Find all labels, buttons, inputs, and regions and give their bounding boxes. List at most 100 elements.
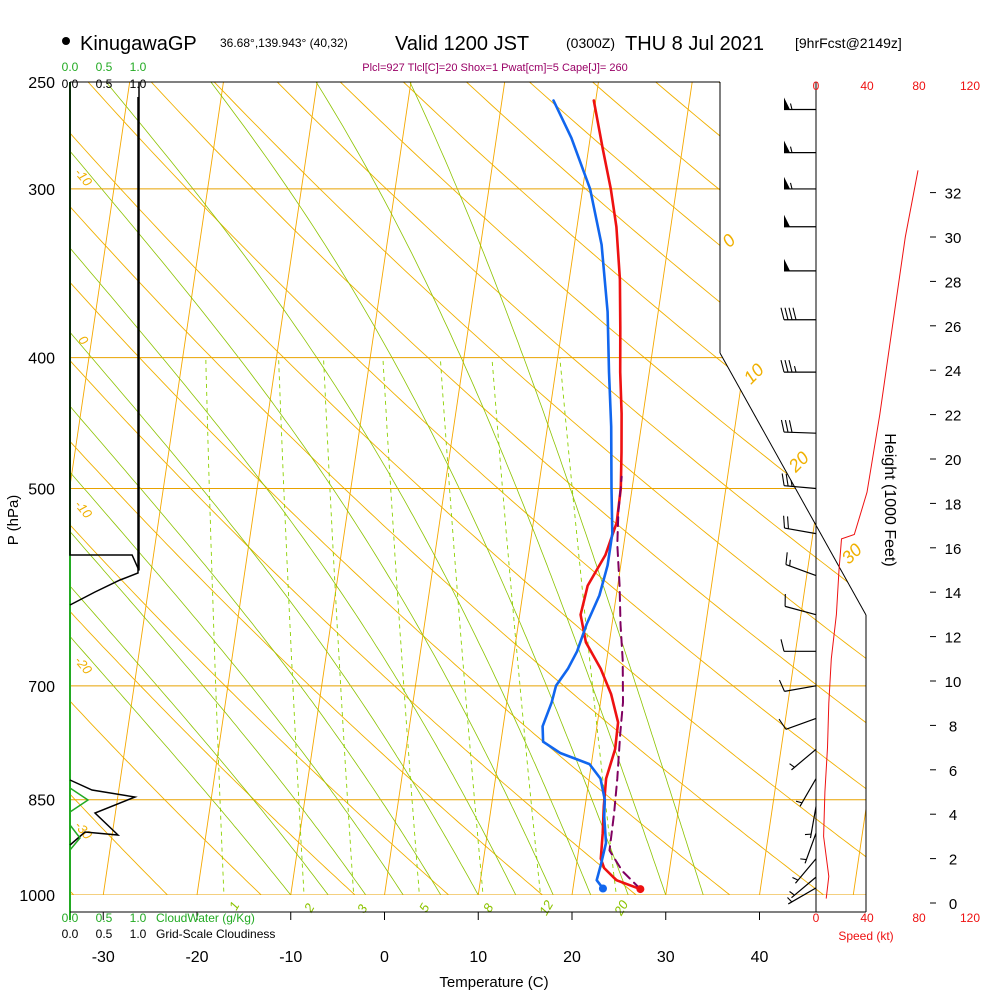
cloudiness-bottom-tick: 0.0 — [62, 927, 79, 941]
wind-barb-half — [795, 800, 803, 804]
wind-barb — [787, 887, 817, 905]
height-tick-label: 18 — [945, 496, 962, 513]
dry-adiabat-line — [70, 82, 672, 895]
isotherm-line — [379, 82, 509, 895]
wind-barb-full — [783, 515, 786, 529]
wind-barb-pennant — [784, 176, 790, 189]
cloudiness-top-tick: 1.0 — [130, 77, 147, 91]
wind-barb-full — [785, 473, 789, 487]
dry-adiabat-line — [378, 82, 866, 895]
mixing-ratio-line — [559, 357, 621, 895]
wind-barb — [784, 176, 816, 190]
cloud-water-bottom-tick: 1.0 — [130, 911, 147, 925]
wind-barb-pennant — [784, 97, 790, 110]
cloud-water-top-tick: 1.0 — [130, 60, 147, 74]
moist-adiabat-line — [398, 82, 713, 895]
forecast-run: [9hrFcst@2149z] — [795, 35, 902, 51]
temperature-profile-line — [579, 99, 642, 891]
wind-barb — [792, 858, 817, 884]
dry-adiabat-line — [70, 82, 866, 895]
wind-barb-staff — [809, 806, 817, 839]
wind-barb-half — [787, 897, 793, 903]
wind-barb — [780, 639, 816, 652]
dry-adiabat-line — [70, 82, 577, 895]
x-tick-label: 0 — [380, 949, 389, 966]
wind-barb-staff — [799, 778, 817, 807]
dry-adiabat-line — [70, 82, 767, 895]
wind-barb — [784, 214, 816, 228]
moist-adiabat-line — [70, 82, 495, 895]
wind-barb-full — [784, 307, 789, 320]
height-tick-label: 6 — [949, 763, 957, 780]
station-name: KinugawaGP — [80, 33, 197, 55]
utc-time: (0300Z) — [566, 35, 615, 51]
y-tick-label: 700 — [28, 679, 55, 696]
wind-barb-staff — [783, 431, 817, 434]
wind-barb-staff — [791, 748, 817, 771]
station-dot-icon — [62, 37, 70, 45]
moist-adiabat-line — [70, 82, 567, 895]
wind-barb-full — [787, 516, 789, 529]
cloud-water-top-tick: 0.0 — [62, 60, 79, 74]
isotherm-line — [98, 82, 228, 895]
height-tick-label: 20 — [945, 452, 962, 469]
wind-barb-staff — [794, 858, 817, 884]
x-tick-label: 40 — [751, 949, 769, 966]
isotherm-line — [567, 82, 697, 895]
surface-dewpoint-marker — [598, 884, 607, 893]
wind-barb-full — [788, 420, 793, 433]
wind-barb-pennant — [784, 140, 790, 153]
moist-adiabat-line — [300, 82, 676, 895]
y-axis-label: P (hPa) — [5, 495, 22, 546]
dry-adiabat-line — [70, 82, 862, 895]
wind-barb-full — [780, 419, 785, 433]
wind-barb-full — [781, 473, 785, 486]
height-tick-label: 8 — [949, 718, 957, 735]
speed-bottom-tick: 40 — [860, 911, 874, 925]
y-tick-label: 1000 — [19, 888, 55, 905]
wind-panel-boundary-line — [719, 352, 867, 616]
wind-barb-full — [788, 307, 793, 320]
wind-barb-half — [789, 559, 791, 567]
isotherm-line — [70, 82, 134, 895]
cloudiness-lower-line — [69, 779, 138, 846]
height-tick-label: 26 — [945, 319, 962, 336]
wind-barb-half — [789, 103, 793, 110]
wind-barb-full — [780, 359, 785, 373]
speed-bottom-tick: 80 — [912, 911, 926, 925]
dry-adiabat-line — [315, 82, 866, 895]
wind-barb-staff — [784, 527, 817, 535]
wind-barb — [795, 778, 817, 807]
height-tick-label: 2 — [949, 852, 957, 869]
wind-barb — [784, 593, 817, 616]
wind-barb-full — [792, 307, 797, 320]
wind-barb-staff — [787, 887, 817, 905]
x-tick-label: -30 — [92, 949, 115, 966]
wind-barb — [784, 97, 816, 111]
height-tick-label: 24 — [945, 363, 962, 380]
cloud-panel: 0.0 0.0 0.0 0.0 0.5 0.5 0.5 0.5 1.0 1.0 1.0 1.0 — [62, 60, 147, 941]
forecast-date: THU 8 Jul 2021 — [625, 33, 764, 55]
cloud-water-line — [69, 824, 81, 851]
wind-barb-staff — [784, 485, 817, 490]
wind-barb — [780, 419, 817, 434]
wind-barb-half — [789, 146, 793, 153]
mixing-ratio-line — [205, 357, 226, 895]
stability-indices: Plcl=927 Tlcl[C]=20 Shox=1 Pwat[cm]=5 Ca… — [362, 62, 627, 74]
dry-adiabat-line — [70, 82, 482, 895]
y-tick-label: 400 — [28, 351, 55, 368]
wind-barb — [784, 140, 816, 154]
cloud-water-bottom-tick: 0.5 — [96, 911, 113, 925]
height-tick-label: 0 — [949, 896, 957, 913]
parcel-profile-line — [608, 475, 642, 891]
dry-adiabat-line — [70, 82, 197, 895]
height-tick-label: 22 — [945, 408, 962, 425]
height-axis-label: Height (1000 Feet) — [881, 433, 898, 566]
moist-adiabat-line — [70, 82, 423, 895]
cloudiness-line — [69, 82, 140, 571]
wind-barb — [778, 679, 817, 692]
wind-barb-staff — [804, 833, 817, 864]
wind-barb — [780, 359, 816, 373]
